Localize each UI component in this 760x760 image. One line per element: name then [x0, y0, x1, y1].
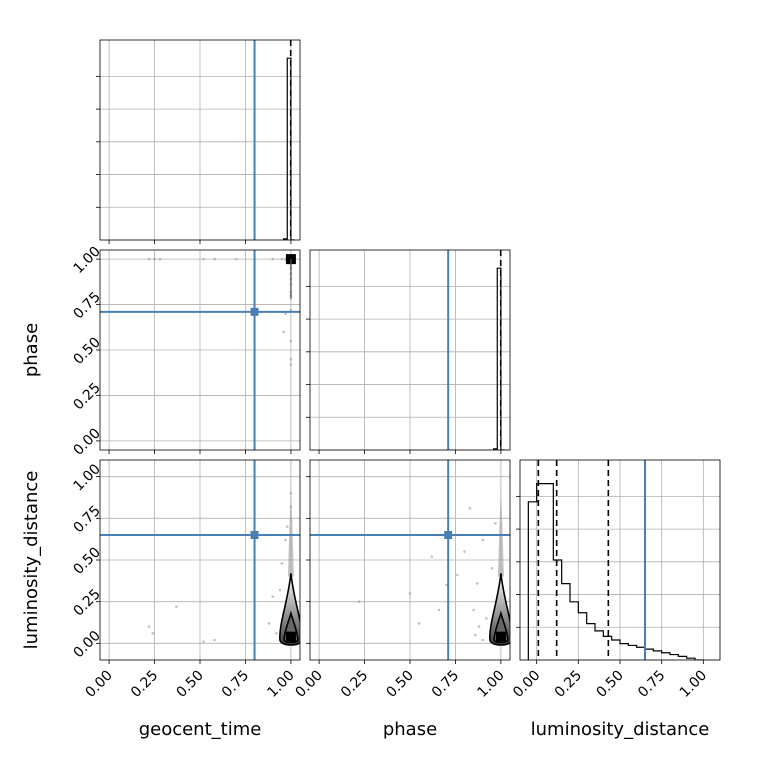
hist-step [493, 267, 505, 450]
x-tick-label: 1.00 [474, 668, 507, 701]
y-tick-label: 0.75 [70, 503, 103, 536]
sample-point [280, 562, 284, 565]
sample-point [202, 257, 205, 261]
hist-phase [306, 249, 511, 454]
density-peak [495, 631, 506, 642]
x-tick-label: 0.75 [429, 668, 462, 701]
x-tick-label: 0.25 [552, 668, 585, 701]
y-tick-label: 1.00 [70, 244, 103, 277]
x-tick-label: 0.50 [593, 668, 626, 701]
sample-point [235, 257, 238, 261]
x-axis-label: geocent_time [139, 719, 262, 740]
x-tick-label: 0.00 [83, 668, 116, 701]
hist-geocent_time [96, 39, 301, 244]
x-tick-label: 0.75 [635, 668, 668, 701]
sample-point [289, 363, 293, 366]
hist-luminosity_distance: 0.00 0.25 0.50 0.75 1.00 luminosity_distance [510, 459, 721, 740]
hist-plot-area [253, 40, 295, 240]
y-tick-label: 1.00 [70, 461, 103, 494]
sample-point [213, 638, 216, 642]
sample-point [408, 592, 412, 595]
sample-point [284, 538, 287, 542]
x-tick-label: 0.75 [219, 668, 252, 701]
sample-point [481, 538, 485, 542]
hist-step [527, 483, 704, 660]
x-tick-label: 0.50 [383, 668, 416, 701]
y-tick-label: 0.00 [70, 628, 103, 661]
y-tick-label: 0.25 [70, 380, 103, 413]
sample-point [481, 638, 485, 642]
sample-point [475, 582, 479, 585]
y-tick-label: 0.25 [70, 586, 103, 619]
y-tick-label: 0.75 [70, 289, 103, 322]
sample-point [430, 555, 434, 558]
sample-point [275, 632, 278, 635]
sample-point [284, 312, 287, 315]
sample-point [485, 617, 488, 620]
x-axis-label: luminosity_distance [531, 719, 710, 740]
sample-point [474, 633, 477, 637]
sample-point [158, 257, 162, 261]
sample-point [490, 567, 494, 570]
scatter-plot-area [100, 460, 300, 660]
scatter-plot-area [310, 460, 510, 660]
truth-marker [250, 307, 259, 316]
sample-point [175, 605, 178, 608]
truth-marker [250, 531, 259, 539]
sample-point [437, 608, 441, 612]
sample-point [463, 550, 466, 553]
sample-point [271, 595, 275, 598]
x-tick-label: 0.25 [338, 668, 371, 701]
y-tick-label: 0.00 [70, 425, 103, 458]
hist-plot-area [447, 250, 505, 450]
sample-point [289, 308, 293, 312]
sample-point [271, 257, 275, 261]
density-tail [287, 485, 294, 577]
sample-point [289, 357, 293, 361]
sample-point [202, 640, 205, 643]
x-tick-label: 0.00 [293, 668, 326, 701]
sample-point [357, 600, 361, 603]
sample-point [289, 339, 293, 343]
scatter-geocent_time-luminosity_distance: 0.00 0.25 0.50 0.75 1.00 0.00 0.25 0.50 0.75 1.00… [21, 459, 301, 740]
sample-point [153, 257, 156, 261]
scatter-geocent_time-phase: 0.00 0.25 0.50 0.75 1.00 phase [21, 244, 301, 459]
sample-point [477, 625, 481, 628]
y-axis-label: phase [21, 323, 42, 377]
x-tick-label: 0.25 [128, 668, 161, 701]
y-axis-label: luminosity_distance [21, 471, 42, 650]
x-tick-label: 0.00 [510, 668, 543, 701]
truth-marker [444, 531, 453, 539]
x-axis-label: phase [383, 719, 437, 740]
sample-point [147, 257, 151, 261]
scatter-plot-area [100, 250, 300, 450]
sample-point [417, 622, 421, 625]
sample-point [280, 257, 284, 261]
sample-point [468, 507, 472, 510]
sample-point [147, 625, 151, 628]
y-tick-label: 0.50 [70, 334, 103, 367]
x-tick-label: 0.50 [173, 668, 206, 701]
hist-step [283, 57, 295, 240]
y-tick-label: 0.50 [70, 544, 103, 577]
sample-point [282, 330, 285, 334]
density-tail [497, 485, 504, 577]
x-tick-label: 1.00 [677, 668, 710, 701]
sample-point [455, 573, 459, 577]
density-peak [285, 631, 296, 642]
x-tick-label: 1.00 [264, 668, 297, 701]
hist-plot-area [527, 460, 704, 660]
sample-point [213, 257, 216, 261]
sample-point [151, 632, 155, 635]
sample-point [278, 588, 282, 592]
sample-point [472, 608, 475, 612]
sample-point [445, 583, 448, 587]
scatter-phase-luminosity_distance: 0.00 0.25 0.50 0.75 1.00 phase [293, 459, 511, 740]
sample-point [285, 525, 289, 528]
sample-point [494, 522, 497, 525]
sample-point [267, 622, 271, 625]
